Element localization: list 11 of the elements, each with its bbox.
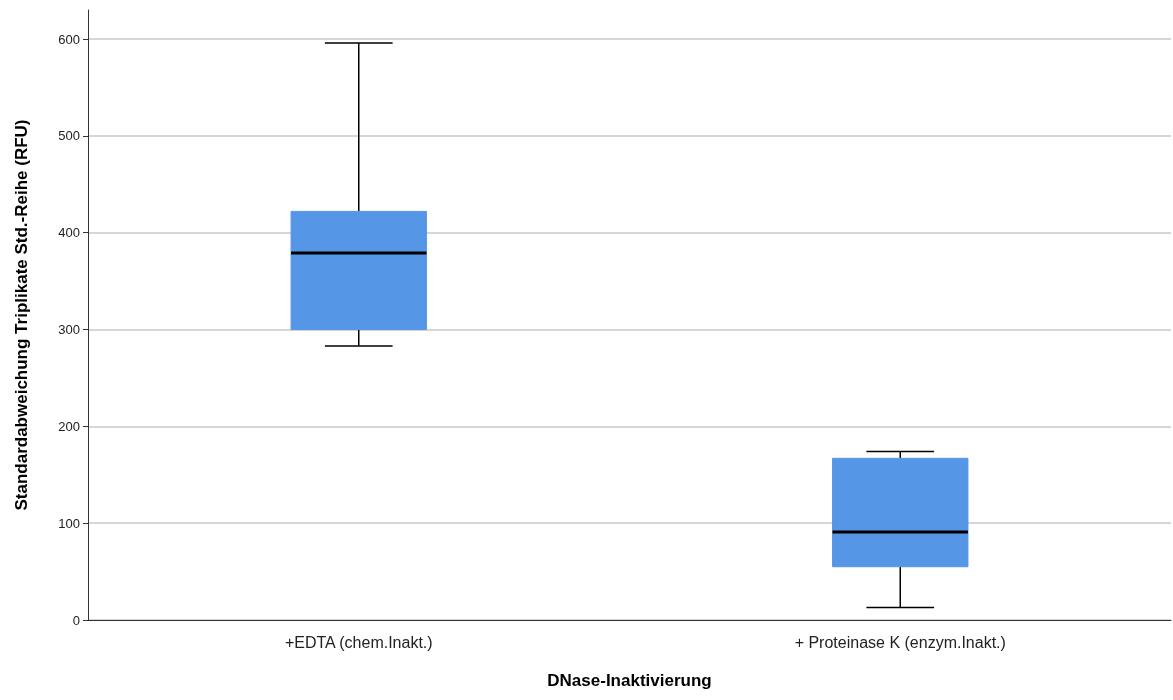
y-tick-label: 0 [72, 612, 80, 628]
y-tick-label: 600 [58, 31, 80, 47]
x-tick-label: +EDTA (chem.Inakt.) [284, 633, 433, 651]
x-tick-label: + Proteinase K (enzym.Inakt.) [794, 633, 1006, 651]
y-tick-label: 500 [58, 128, 80, 144]
y-tick-label: 200 [58, 418, 80, 434]
y-tick-label: 400 [58, 225, 80, 241]
y-axis-title: Standardabweichung Triplikate Std.-Reihe (RFU) [12, 119, 31, 511]
y-tick-label: 100 [58, 515, 80, 531]
x-axis-title: DNase-Inaktivierung [547, 671, 712, 690]
y-tick-label: 300 [58, 322, 80, 338]
